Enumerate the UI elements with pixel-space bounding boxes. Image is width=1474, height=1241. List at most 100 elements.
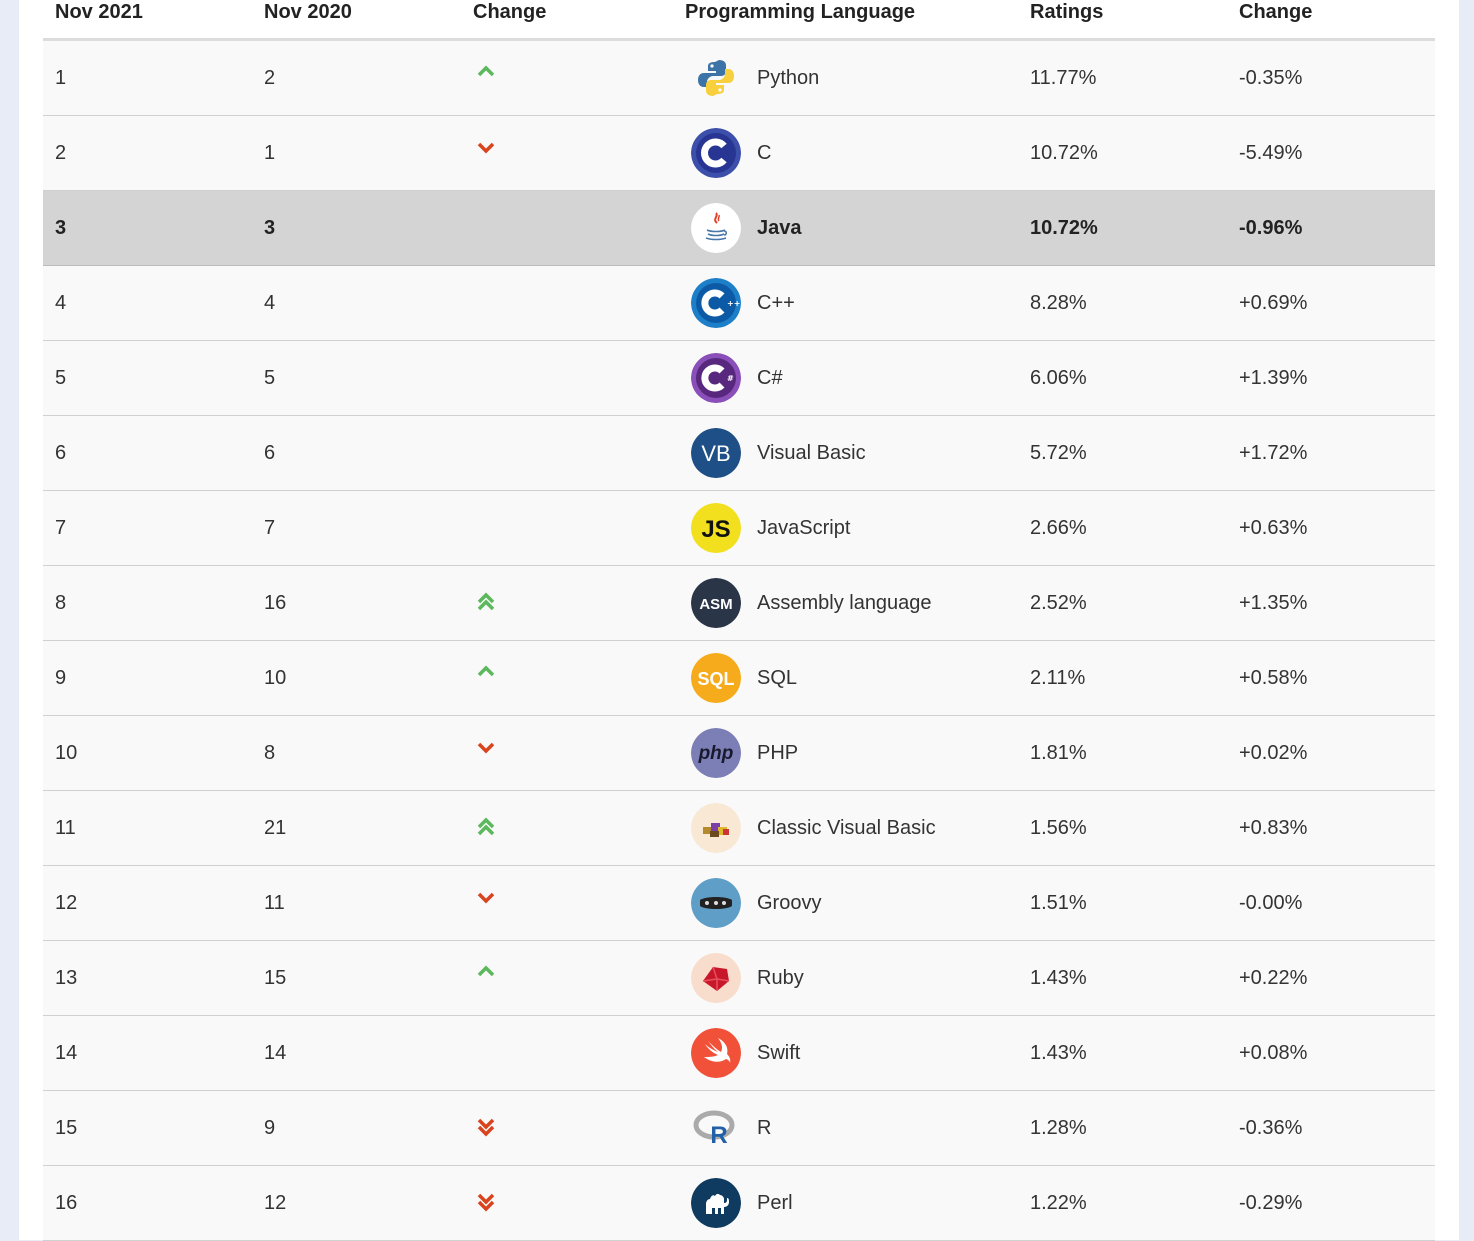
tiobe-index-table: Nov 2021 Nov 2020 Change Programming Lan… xyxy=(43,0,1435,1241)
language-name[interactable]: PHP xyxy=(757,715,1018,791)
rank-prev: 8 xyxy=(252,715,461,791)
header-change[interactable]: Change xyxy=(461,0,670,41)
rating-value: 6.06% xyxy=(1018,340,1227,416)
language-name[interactable]: Perl xyxy=(757,1165,1018,1241)
svg-text:JS: JS xyxy=(701,516,730,543)
table-row: 9 10 SQL SQL 2.11% +0.58% xyxy=(43,640,1435,716)
change-indicator xyxy=(461,565,670,641)
language-name[interactable]: SQL xyxy=(757,640,1018,716)
rank-now: 4 xyxy=(43,265,252,341)
rank-prev: 14 xyxy=(252,1015,461,1091)
rating-change: +0.58% xyxy=(1227,640,1435,716)
rank-prev: 9 xyxy=(252,1090,461,1166)
change-indicator xyxy=(461,1165,670,1241)
table-row: 10 8 php PHP 1.81% +0.02% xyxy=(43,715,1435,791)
language-name[interactable]: Ruby xyxy=(757,940,1018,1016)
change-indicator xyxy=(461,490,670,566)
rating-value: 2.66% xyxy=(1018,490,1227,566)
rank-now: 3 xyxy=(43,190,252,266)
language-name[interactable]: C++ xyxy=(757,265,1018,341)
svg-text:VB: VB xyxy=(701,441,730,466)
svg-text:php: php xyxy=(698,743,734,764)
change-indicator xyxy=(461,39,670,116)
change-indicator xyxy=(461,190,670,266)
rating-change: -0.35% xyxy=(1227,39,1435,116)
svg-text:#: # xyxy=(727,374,734,383)
perl-icon xyxy=(691,1178,741,1228)
rating-change: -0.29% xyxy=(1227,1165,1435,1241)
rating-change: -0.00% xyxy=(1227,865,1435,941)
rank-prev: 15 xyxy=(252,940,461,1016)
header-change-pct[interactable]: Change xyxy=(1227,0,1435,41)
rank-now: 14 xyxy=(43,1015,252,1091)
rating-value: 10.72% xyxy=(1018,115,1227,191)
table-row: 5 5 # C# 6.06% +1.39% xyxy=(43,340,1435,416)
chevron-up-icon xyxy=(473,63,499,87)
classic-vb-icon xyxy=(691,803,741,853)
language-name[interactable]: Python xyxy=(757,39,1018,116)
javascript-icon: JS xyxy=(691,503,741,553)
change-indicator xyxy=(461,115,670,191)
header-ratings[interactable]: Ratings xyxy=(1018,0,1227,41)
table-row: 7 7 JS JavaScript 2.66% +0.63% xyxy=(43,490,1435,566)
language-name[interactable]: Java xyxy=(757,190,1018,266)
rank-prev: 12 xyxy=(252,1165,461,1241)
rank-prev: 10 xyxy=(252,640,461,716)
rank-prev: 21 xyxy=(252,790,461,866)
language-name[interactable]: Visual Basic xyxy=(757,415,1018,491)
rank-prev: 4 xyxy=(252,265,461,341)
rating-value: 1.56% xyxy=(1018,790,1227,866)
rank-prev: 1 xyxy=(252,115,461,191)
rating-value: 1.51% xyxy=(1018,865,1227,941)
svg-text:R: R xyxy=(710,1122,727,1149)
svg-text:SQL: SQL xyxy=(697,669,734,689)
rank-now: 6 xyxy=(43,415,252,491)
table-row: 3 3 Java 10.72% -0.96% xyxy=(43,190,1435,266)
change-indicator xyxy=(461,1015,670,1091)
visual-basic-icon: VB xyxy=(691,428,741,478)
change-indicator xyxy=(461,340,670,416)
rating-change: +0.83% xyxy=(1227,790,1435,866)
rating-change: -5.49% xyxy=(1227,115,1435,191)
table-row: 2 1 C 10.72% -5.49% xyxy=(43,115,1435,191)
language-name[interactable]: R xyxy=(757,1090,1018,1166)
language-name[interactable]: C xyxy=(757,115,1018,191)
double-chevron-up-icon xyxy=(473,813,499,837)
ruby-icon xyxy=(691,953,741,1003)
rating-value: 2.11% xyxy=(1018,640,1227,716)
rating-change: +0.63% xyxy=(1227,490,1435,566)
content-panel: Nov 2021 Nov 2020 Change Programming Lan… xyxy=(19,0,1459,1241)
rank-now: 7 xyxy=(43,490,252,566)
rank-now: 9 xyxy=(43,640,252,716)
java-icon xyxy=(691,203,741,253)
header-language[interactable]: Programming Language xyxy=(670,0,1018,41)
rank-prev: 7 xyxy=(252,490,461,566)
table-row: 14 14 Swift 1.43% +0.08% xyxy=(43,1015,1435,1091)
rating-value: 11.77% xyxy=(1018,39,1227,116)
change-indicator xyxy=(461,415,670,491)
language-name[interactable]: Assembly language xyxy=(757,565,1018,641)
rank-now: 15 xyxy=(43,1090,252,1166)
language-name[interactable]: Classic Visual Basic xyxy=(757,790,1018,866)
language-name[interactable]: C# xyxy=(757,340,1018,416)
cpp-icon: ++ xyxy=(691,278,741,328)
rating-value: 10.72% xyxy=(1018,190,1227,266)
language-name[interactable]: JavaScript xyxy=(757,490,1018,566)
rank-now: 5 xyxy=(43,340,252,416)
rating-change: +1.35% xyxy=(1227,565,1435,641)
chevron-down-icon xyxy=(473,138,499,162)
rank-prev: 11 xyxy=(252,865,461,941)
rank-now: 12 xyxy=(43,865,252,941)
language-name[interactable]: Groovy xyxy=(757,865,1018,941)
header-rank-prev[interactable]: Nov 2020 xyxy=(252,0,461,41)
rating-change: +1.39% xyxy=(1227,340,1435,416)
rank-now: 11 xyxy=(43,790,252,866)
change-indicator xyxy=(461,640,670,716)
language-name[interactable]: Swift xyxy=(757,1015,1018,1091)
rating-change: -0.96% xyxy=(1227,190,1435,266)
double-chevron-down-icon xyxy=(473,1113,499,1137)
svg-text:ASM: ASM xyxy=(699,596,732,613)
table-row: 16 12 Perl 1.22% -0.29% xyxy=(43,1165,1435,1241)
header-rank-now[interactable]: Nov 2021 xyxy=(43,0,252,41)
groovy-icon xyxy=(691,878,741,928)
